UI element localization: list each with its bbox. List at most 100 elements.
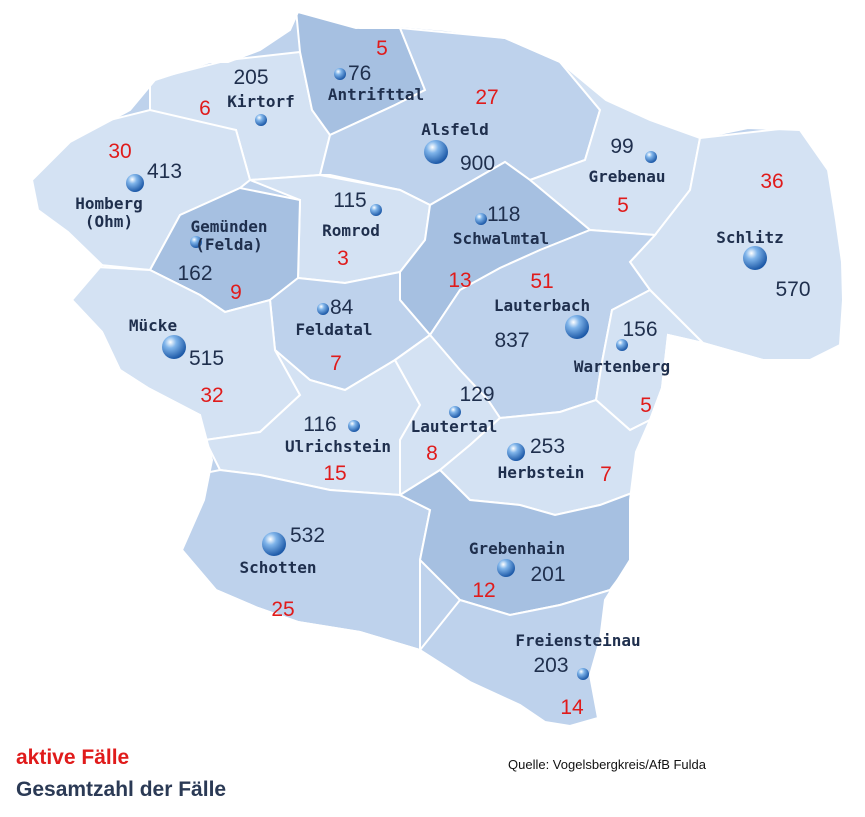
active-cases: 8 — [426, 442, 438, 465]
municipality-romrod: Romrod 115 3 — [322, 189, 382, 270]
total-cases: 413 — [147, 160, 182, 183]
town-marker — [475, 213, 487, 225]
municipality-name: Mücke — [129, 316, 177, 335]
municipality-freiensteinau: Freiensteinau 203 14 — [515, 631, 640, 719]
active-cases: 12 — [472, 579, 495, 602]
total-cases: 156 — [622, 318, 657, 341]
total-cases: 203 — [533, 654, 568, 677]
municipality-name: Lauterbach — [494, 296, 590, 315]
legend-active-cases: aktive Fälle — [16, 746, 130, 769]
municipality-alsfeld: Alsfeld 900 27 — [421, 86, 498, 175]
town-marker — [126, 174, 144, 192]
active-cases: 5 — [640, 394, 652, 417]
town-marker — [424, 140, 448, 164]
municipality-name: Kirtorf — [227, 92, 294, 111]
active-cases: 3 — [337, 247, 349, 270]
town-marker — [190, 236, 202, 248]
town-marker — [348, 420, 360, 432]
municipality-name: Grebenhain — [469, 539, 565, 558]
active-cases: 32 — [200, 384, 223, 407]
active-cases: 7 — [330, 352, 342, 375]
municipality-schwalmtal: Schwalmtal 118 13 — [448, 203, 549, 292]
legend-total-cases: Gesamtzahl der Fälle — [16, 778, 227, 801]
total-cases: 84 — [330, 296, 354, 319]
town-marker — [262, 532, 286, 556]
active-cases: 25 — [271, 598, 294, 621]
municipality-lautertal: Lautertal 129 8 — [411, 383, 498, 465]
town-marker — [507, 443, 525, 461]
municipality-name: Schlitz — [716, 228, 783, 247]
municipality-name: Schotten — [239, 558, 316, 577]
total-cases: 532 — [290, 524, 325, 547]
total-cases: 570 — [775, 278, 810, 301]
active-cases: 36 — [760, 170, 783, 193]
town-marker — [616, 339, 628, 351]
municipality-schotten: Schotten 532 25 — [239, 524, 325, 621]
total-cases: 115 — [333, 189, 366, 212]
municipality-name: Grebenau — [588, 167, 665, 186]
municipality-name: Alsfeld — [421, 120, 488, 139]
municipality-muecke: Mücke 515 32 — [129, 316, 224, 407]
active-cases: 5 — [617, 194, 629, 217]
active-cases: 51 — [530, 270, 553, 293]
total-cases: 253 — [530, 435, 565, 458]
active-cases: 6 — [199, 97, 211, 120]
town-marker — [645, 151, 657, 163]
total-cases: 900 — [460, 152, 495, 175]
municipality-name: Herbstein — [498, 463, 585, 482]
municipality-grebenhain: Grebenhain 201 12 — [469, 539, 566, 602]
municipality-schlitz: Schlitz 570 36 — [716, 170, 810, 301]
municipality-name: Lautertal — [411, 417, 498, 436]
municipality-name: Freiensteinau — [515, 631, 640, 650]
municipality-name: Gemünden (Felda) — [190, 217, 267, 254]
municipality-name: Romrod — [322, 221, 380, 240]
town-marker — [577, 668, 589, 680]
town-marker — [565, 315, 589, 339]
active-cases: 30 — [108, 140, 131, 163]
active-cases: 14 — [560, 696, 584, 719]
town-marker — [370, 204, 382, 216]
municipality-name: Schwalmtal — [453, 229, 549, 248]
municipality-grebenau: Grebenau 99 5 — [588, 135, 665, 217]
source-credit: Quelle: Vogelsbergkreis/AfB Fulda — [508, 757, 706, 772]
active-cases: 13 — [448, 269, 471, 292]
municipality-kirtorf: Kirtorf 205 6 — [199, 66, 295, 126]
town-marker — [334, 68, 346, 80]
town-marker — [317, 303, 329, 315]
total-cases: 129 — [459, 383, 494, 406]
town-marker — [255, 114, 267, 126]
total-cases: 201 — [530, 563, 565, 586]
total-cases: 99 — [610, 135, 633, 158]
municipality-wartenberg: Wartenberg 156 5 — [574, 318, 670, 417]
town-marker — [449, 406, 461, 418]
municipality-homberg-ohm: Homberg (Ohm)413 30 — [75, 140, 182, 231]
town-marker — [497, 559, 515, 577]
active-cases: 9 — [230, 281, 242, 304]
active-cases: 7 — [600, 463, 612, 486]
municipality-name: Wartenberg — [574, 357, 670, 376]
active-cases: 5 — [376, 37, 388, 60]
town-marker — [162, 335, 186, 359]
total-cases: 162 — [177, 262, 212, 285]
municipality-gemuenden-felda: Gemünden (Felda) 162 9 — [177, 217, 267, 304]
municipality-name: Homberg (Ohm) — [75, 194, 142, 231]
town-marker — [743, 246, 767, 270]
municipality-name: Feldatal — [295, 320, 372, 339]
municipality-regions — [32, 12, 843, 726]
active-cases: 27 — [475, 86, 498, 109]
total-cases: 116 — [303, 413, 336, 436]
total-cases: 205 — [233, 66, 268, 89]
municipality-name: Ulrichstein — [285, 437, 391, 456]
municipality-lauterbach: Lauterbach 837 51 — [494, 270, 590, 352]
total-cases: 118 — [487, 203, 520, 226]
total-cases: 837 — [494, 329, 529, 352]
active-cases: 15 — [323, 462, 346, 485]
total-cases: 515 — [189, 347, 224, 370]
municipality-name: Antrifttal — [328, 85, 424, 104]
municipality-herbstein: Herbstein 253 7 — [498, 435, 612, 486]
